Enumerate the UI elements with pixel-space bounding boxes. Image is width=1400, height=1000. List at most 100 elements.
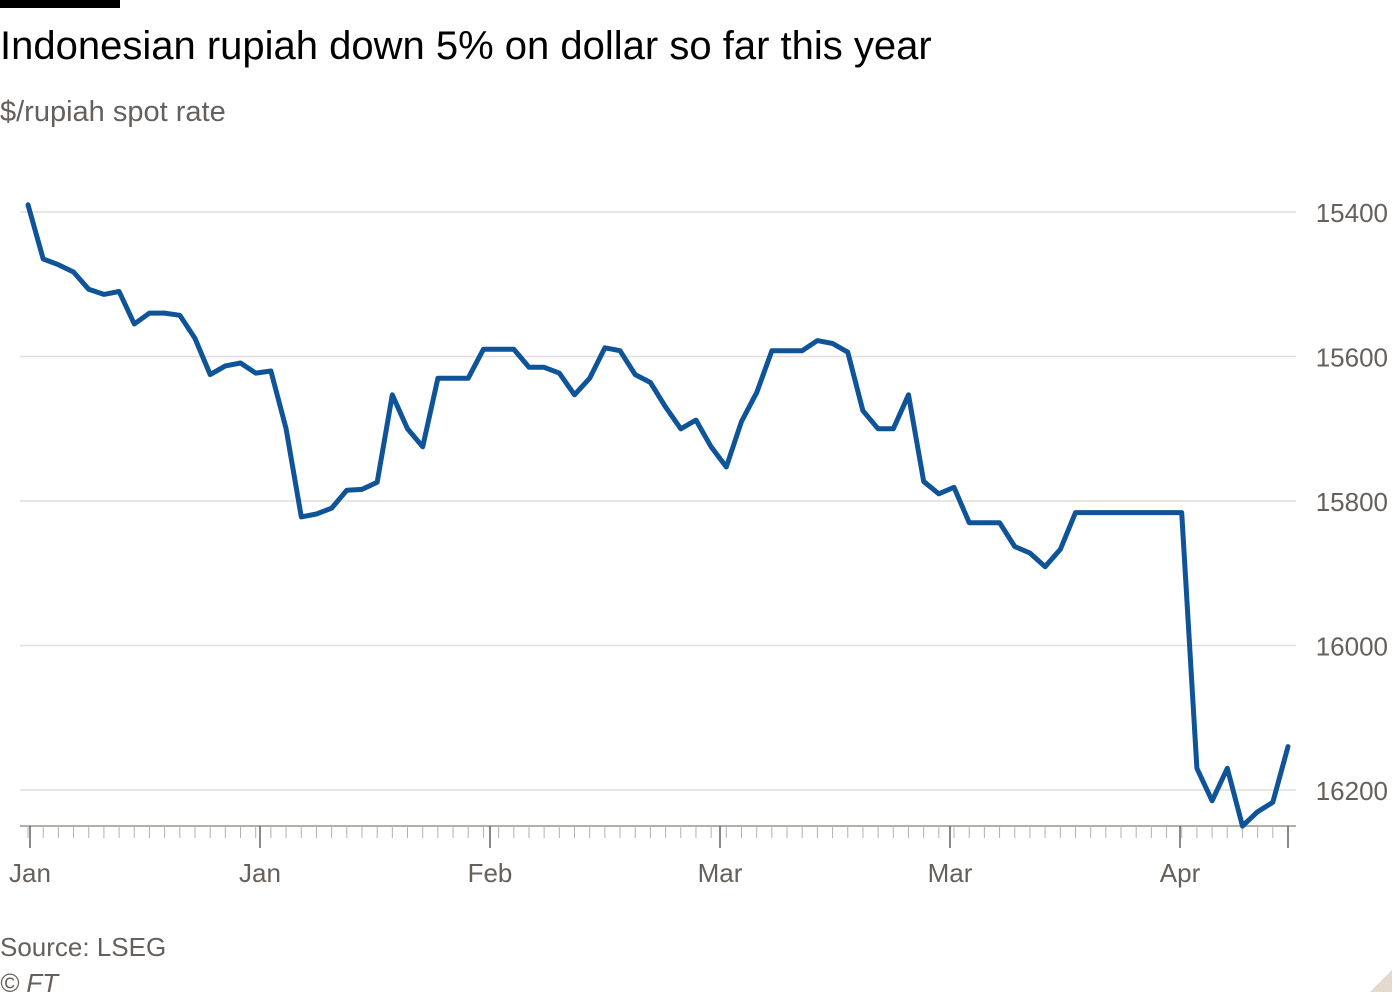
- data-point: [830, 341, 835, 346]
- header-rule: [0, 0, 120, 8]
- data-point: [1210, 798, 1215, 803]
- data-point: [117, 289, 122, 294]
- data-point: [1179, 510, 1184, 515]
- data-point: [1270, 800, 1275, 805]
- data-point: [724, 465, 729, 470]
- data-point: [71, 269, 76, 274]
- x-tick-label: Feb: [468, 858, 513, 888]
- series-layer: [25, 202, 1291, 829]
- data-point: [86, 287, 91, 292]
- data-point: [709, 444, 714, 449]
- data-point: [1073, 510, 1078, 515]
- data-point: [238, 361, 243, 366]
- data-point: [359, 487, 364, 492]
- copyright-credit: © FT: [0, 968, 59, 998]
- data-point: [860, 408, 865, 413]
- data-point: [284, 426, 289, 431]
- data-point: [1164, 510, 1169, 515]
- data-point: [1225, 766, 1230, 771]
- data-point: [253, 371, 258, 376]
- x-axis: [20, 825, 1296, 848]
- data-point: [1149, 510, 1154, 515]
- y-tick-label: 16000: [1316, 632, 1388, 662]
- corner-mark: [1370, 970, 1392, 992]
- data-point: [101, 292, 106, 297]
- data-point: [268, 368, 273, 373]
- data-point: [223, 363, 228, 368]
- data-point: [952, 485, 957, 490]
- data-point: [1088, 510, 1093, 515]
- data-point: [906, 392, 911, 397]
- data-point: [936, 491, 941, 496]
- data-point: [967, 520, 972, 525]
- data-point: [344, 488, 349, 493]
- data-point: [208, 372, 213, 377]
- data-point: [693, 418, 698, 423]
- y-tick-label: 15800: [1316, 487, 1388, 517]
- data-point: [739, 419, 744, 424]
- series-line: [25, 202, 1291, 829]
- data-point: [147, 311, 152, 316]
- data-point: [982, 520, 987, 525]
- gridlines: [20, 211, 1296, 791]
- data-point: [420, 444, 425, 449]
- data-point: [1012, 544, 1017, 549]
- data-point: [921, 479, 926, 484]
- source-note: Source: LSEG: [0, 932, 167, 962]
- data-point: [648, 380, 653, 385]
- data-point: [618, 348, 623, 353]
- data-point: [769, 348, 774, 353]
- data-point: [602, 345, 607, 350]
- data-point: [1240, 824, 1245, 829]
- data-point: [511, 347, 516, 352]
- x-tick-label: Mar: [698, 858, 743, 888]
- data-point: [572, 392, 577, 397]
- data-point: [1103, 510, 1108, 515]
- data-point: [451, 376, 456, 381]
- data-point: [800, 348, 805, 353]
- data-point: [785, 348, 790, 353]
- data-point: [405, 426, 410, 431]
- data-point: [891, 426, 896, 431]
- data-point: [56, 262, 61, 267]
- y-tick-label: 15400: [1316, 198, 1388, 228]
- data-point: [481, 347, 486, 352]
- data-point: [41, 256, 46, 261]
- data-point: [557, 371, 562, 376]
- data-point: [435, 376, 440, 381]
- data-point: [1027, 551, 1032, 556]
- x-tick-label: Jan: [9, 858, 51, 888]
- data-point: [542, 365, 547, 370]
- data-point: [1286, 744, 1291, 749]
- rupiah-line-chart: 15400 15600 15800 16000 16200 Jan Jan Feb Mar Ma…: [9, 198, 1388, 888]
- data-point: [299, 514, 304, 519]
- data-point: [815, 338, 820, 343]
- x-tick-label: Apr: [1160, 858, 1201, 888]
- y-tick-label: 16200: [1316, 776, 1388, 806]
- data-point: [754, 390, 759, 395]
- data-point: [390, 392, 395, 397]
- data-point: [177, 313, 182, 318]
- data-point: [1255, 809, 1260, 814]
- data-point: [162, 311, 167, 316]
- chart-title: Indonesian rupiah down 5% on dollar so f…: [0, 24, 932, 68]
- data-point: [663, 405, 668, 410]
- data-point: [997, 520, 1002, 525]
- data-point: [876, 426, 881, 431]
- y-axis-ticks: 15400 15600 15800 16000 16200: [1316, 198, 1388, 806]
- data-point: [375, 480, 380, 485]
- data-point: [466, 376, 471, 381]
- data-point: [1134, 510, 1139, 515]
- data-point: [678, 426, 683, 431]
- data-point: [1194, 766, 1199, 771]
- data-point: [587, 376, 592, 381]
- x-tick-label: Jan: [239, 858, 281, 888]
- data-point: [496, 347, 501, 352]
- data-point: [633, 372, 638, 377]
- x-tick-label: Mar: [928, 858, 973, 888]
- data-point: [1119, 510, 1124, 515]
- data-point: [26, 202, 31, 207]
- data-point: [314, 512, 319, 517]
- data-point: [192, 336, 197, 341]
- data-point: [1043, 564, 1048, 569]
